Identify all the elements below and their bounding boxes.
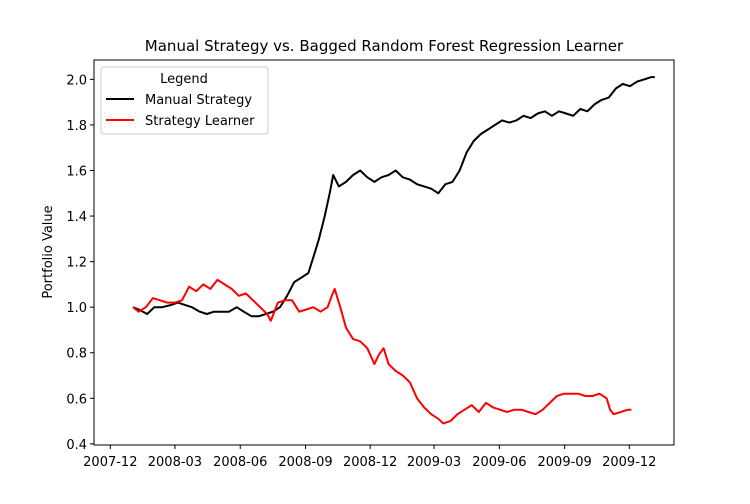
- y-axis-ticks: 0.4 0.6 0.8 1.0 1.2 1.4 1.6 1.8 2.0: [66, 73, 94, 453]
- y-tick-label: 1.0: [66, 301, 87, 316]
- legend-title: Legend: [160, 72, 208, 87]
- x-tick-label: 2008-06: [213, 455, 267, 470]
- x-tick-label: 2009-12: [602, 455, 656, 470]
- x-tick-label: 2009-03: [407, 455, 461, 470]
- plot-frame: [93, 59, 675, 446]
- y-tick-label: 1.8: [66, 119, 87, 134]
- y-axis-label: Portfolio Value: [41, 205, 56, 298]
- legend-label-strategy-learner: Strategy Learner: [145, 114, 255, 129]
- y-tick-label: 2.0: [66, 73, 87, 88]
- chart-title: Manual Strategy vs. Bagged Random Forest…: [145, 37, 624, 55]
- series-line-strategy-learner: [132, 278, 632, 425]
- y-tick-label: 0.4: [66, 438, 87, 453]
- x-tick-label: 2008-09: [278, 455, 332, 470]
- x-tick-label: 2007-12: [83, 455, 137, 470]
- y-tick-label: 0.6: [66, 392, 87, 407]
- legend-label-manual-strategy: Manual Strategy: [145, 93, 252, 108]
- y-tick-label: 1.2: [66, 256, 87, 271]
- y-tick-label: 0.8: [66, 347, 87, 362]
- x-tick-label: 2008-03: [148, 455, 202, 470]
- legend: Legend Manual Strategy Strategy Learner: [100, 66, 269, 135]
- x-tick-label: 2009-09: [538, 455, 592, 470]
- y-tick-label: 1.6: [66, 164, 87, 179]
- x-axis-ticks: 2007-12 2008-03 2008-06 2008-09 2008-12 2009-…: [83, 445, 656, 470]
- y-axis-label-group: Portfolio Value: [41, 205, 56, 298]
- series-line-manual-strategy: [132, 76, 655, 318]
- legend-box: [100, 66, 269, 135]
- x-tick-label: 2008-12: [343, 455, 397, 470]
- x-tick-label: 2009-06: [472, 455, 526, 470]
- series-layer: [132, 76, 655, 425]
- y-tick-label: 1.4: [66, 210, 87, 225]
